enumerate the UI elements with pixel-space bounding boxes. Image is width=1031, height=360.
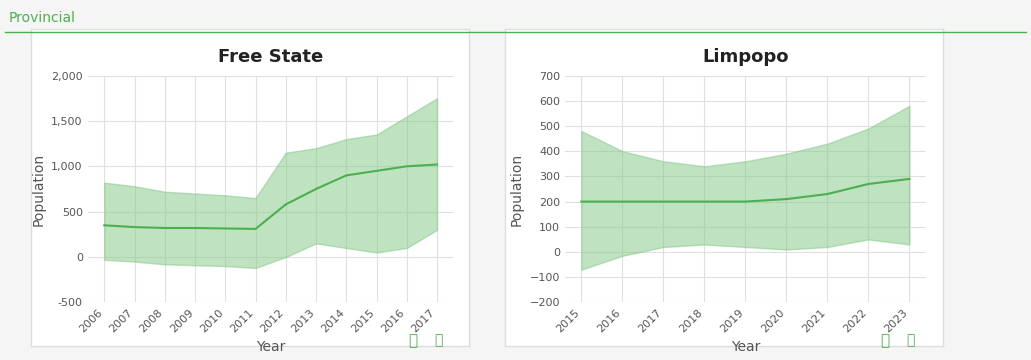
Text: ⏷: ⏷ — [434, 333, 442, 347]
Title: Limpopo: Limpopo — [702, 48, 789, 66]
X-axis label: Year: Year — [731, 340, 760, 354]
Text: ⏷: ⏷ — [906, 333, 914, 347]
Text: ⓘ: ⓘ — [880, 333, 889, 348]
Title: Free State: Free State — [218, 48, 324, 66]
Text: Provincial: Provincial — [8, 11, 75, 25]
Text: ⓘ: ⓘ — [408, 333, 417, 348]
X-axis label: Year: Year — [256, 340, 286, 354]
Y-axis label: Population: Population — [510, 152, 524, 226]
Y-axis label: Population: Population — [32, 152, 45, 226]
